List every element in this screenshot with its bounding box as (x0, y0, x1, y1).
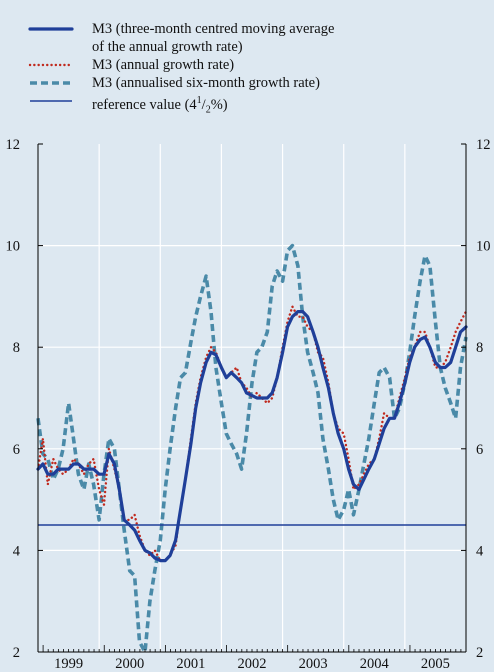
legend-swatch (28, 63, 74, 67)
series-line-dashed (36, 243, 468, 654)
y-tick-label-right: 4 (476, 543, 484, 559)
series-line-thick-solid (36, 310, 468, 563)
legend-item: M3 (three-month centred moving average of… (28, 20, 334, 56)
chart-legend: M3 (three-month centred moving average of… (28, 20, 334, 120)
series-line-dotted (36, 305, 468, 562)
x-tick-label: 2005 (421, 656, 450, 672)
legend-label: reference value (41/2%) (92, 95, 228, 116)
legend-label: M3 (annual growth rate) (92, 57, 235, 73)
y-tick-label-left: 12 (6, 137, 21, 153)
y-tick-label-right: 6 (476, 442, 483, 458)
y-tick-label-right: 12 (476, 137, 491, 153)
legend-label: M3 (three-month centred moving average of… (92, 21, 335, 55)
y-tick-label-right: 2 (476, 645, 483, 661)
x-tick-label: 2002 (238, 656, 267, 672)
x-tick-label: 2004 (360, 656, 390, 672)
legend-label: M3 (annualised six-month growth rate) (92, 75, 320, 91)
legend-swatch (30, 100, 72, 102)
x-tick-label: 1999 (54, 656, 83, 672)
x-tick-label: 2000 (115, 656, 144, 672)
x-tick-label: 2003 (299, 656, 328, 672)
y-tick-label-right: 10 (476, 239, 491, 255)
y-tick-label-left: 10 (6, 239, 21, 255)
y-tick-label-left: 6 (13, 442, 20, 458)
legend-swatch (28, 27, 74, 31)
y-tick-label-right: 8 (476, 340, 483, 356)
legend-item: M3 (annual growth rate) (28, 56, 334, 74)
legend-item: reference value (41/2%) (28, 92, 334, 120)
y-tick-label-left: 2 (13, 645, 20, 661)
x-tick-label: 2001 (176, 656, 205, 672)
legend-swatch (30, 81, 72, 85)
legend-item: M3 (annualised six-month growth rate) (28, 74, 334, 92)
y-tick-label-left: 4 (13, 543, 21, 559)
y-tick-label-left: 8 (13, 340, 20, 356)
